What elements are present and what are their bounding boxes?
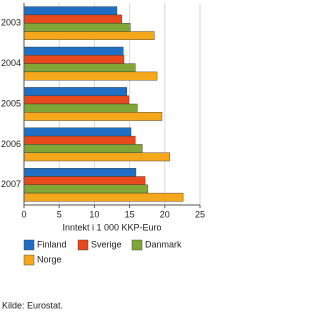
bar xyxy=(23,112,163,121)
x-tick-label: 20 xyxy=(160,209,170,219)
x-tick-label: 10 xyxy=(89,209,99,219)
x-axis-label: Inntekt i 1 000 KKP-Euro xyxy=(62,222,161,232)
y-tick-label: 2006 xyxy=(1,139,21,149)
bar xyxy=(23,103,138,113)
bar xyxy=(23,184,149,194)
bar xyxy=(23,135,136,145)
bar xyxy=(23,127,132,137)
bar xyxy=(23,31,155,41)
y-tick-label: 2003 xyxy=(1,18,21,28)
y-tick-label: 2007 xyxy=(1,179,21,189)
x-tick-label: 15 xyxy=(125,209,135,219)
bar xyxy=(23,55,125,64)
bar xyxy=(23,23,131,32)
bar xyxy=(23,87,127,96)
bar xyxy=(23,6,118,16)
bar xyxy=(23,63,136,73)
source: Kilde: Eurostat. xyxy=(2,300,63,310)
legend-label: Finland xyxy=(37,239,67,249)
chart: Inntekt i 1 000 KKP-Euro Kilde: Eurostat… xyxy=(1,3,205,310)
legend-label: Danmark xyxy=(145,239,182,249)
bar xyxy=(23,95,130,105)
legend-swatch xyxy=(23,254,35,266)
x-tick-label: 5 xyxy=(57,209,62,219)
y-tick-label: 2005 xyxy=(1,98,21,108)
y-tick-label: 2004 xyxy=(1,58,21,68)
legend-label: Sverige xyxy=(91,239,122,249)
bar xyxy=(23,14,123,24)
bar xyxy=(23,176,146,186)
legend-swatch xyxy=(131,239,143,251)
bar xyxy=(23,46,124,56)
legend-swatch xyxy=(23,239,35,251)
bar xyxy=(23,144,143,153)
bar xyxy=(23,167,137,177)
x-tick-label: 25 xyxy=(195,209,205,219)
legend-swatch xyxy=(77,239,89,251)
bar xyxy=(23,152,170,162)
legend-label: Norge xyxy=(37,254,62,264)
bar xyxy=(23,71,158,81)
bar xyxy=(23,192,184,202)
x-tick-label: 0 xyxy=(21,209,26,219)
